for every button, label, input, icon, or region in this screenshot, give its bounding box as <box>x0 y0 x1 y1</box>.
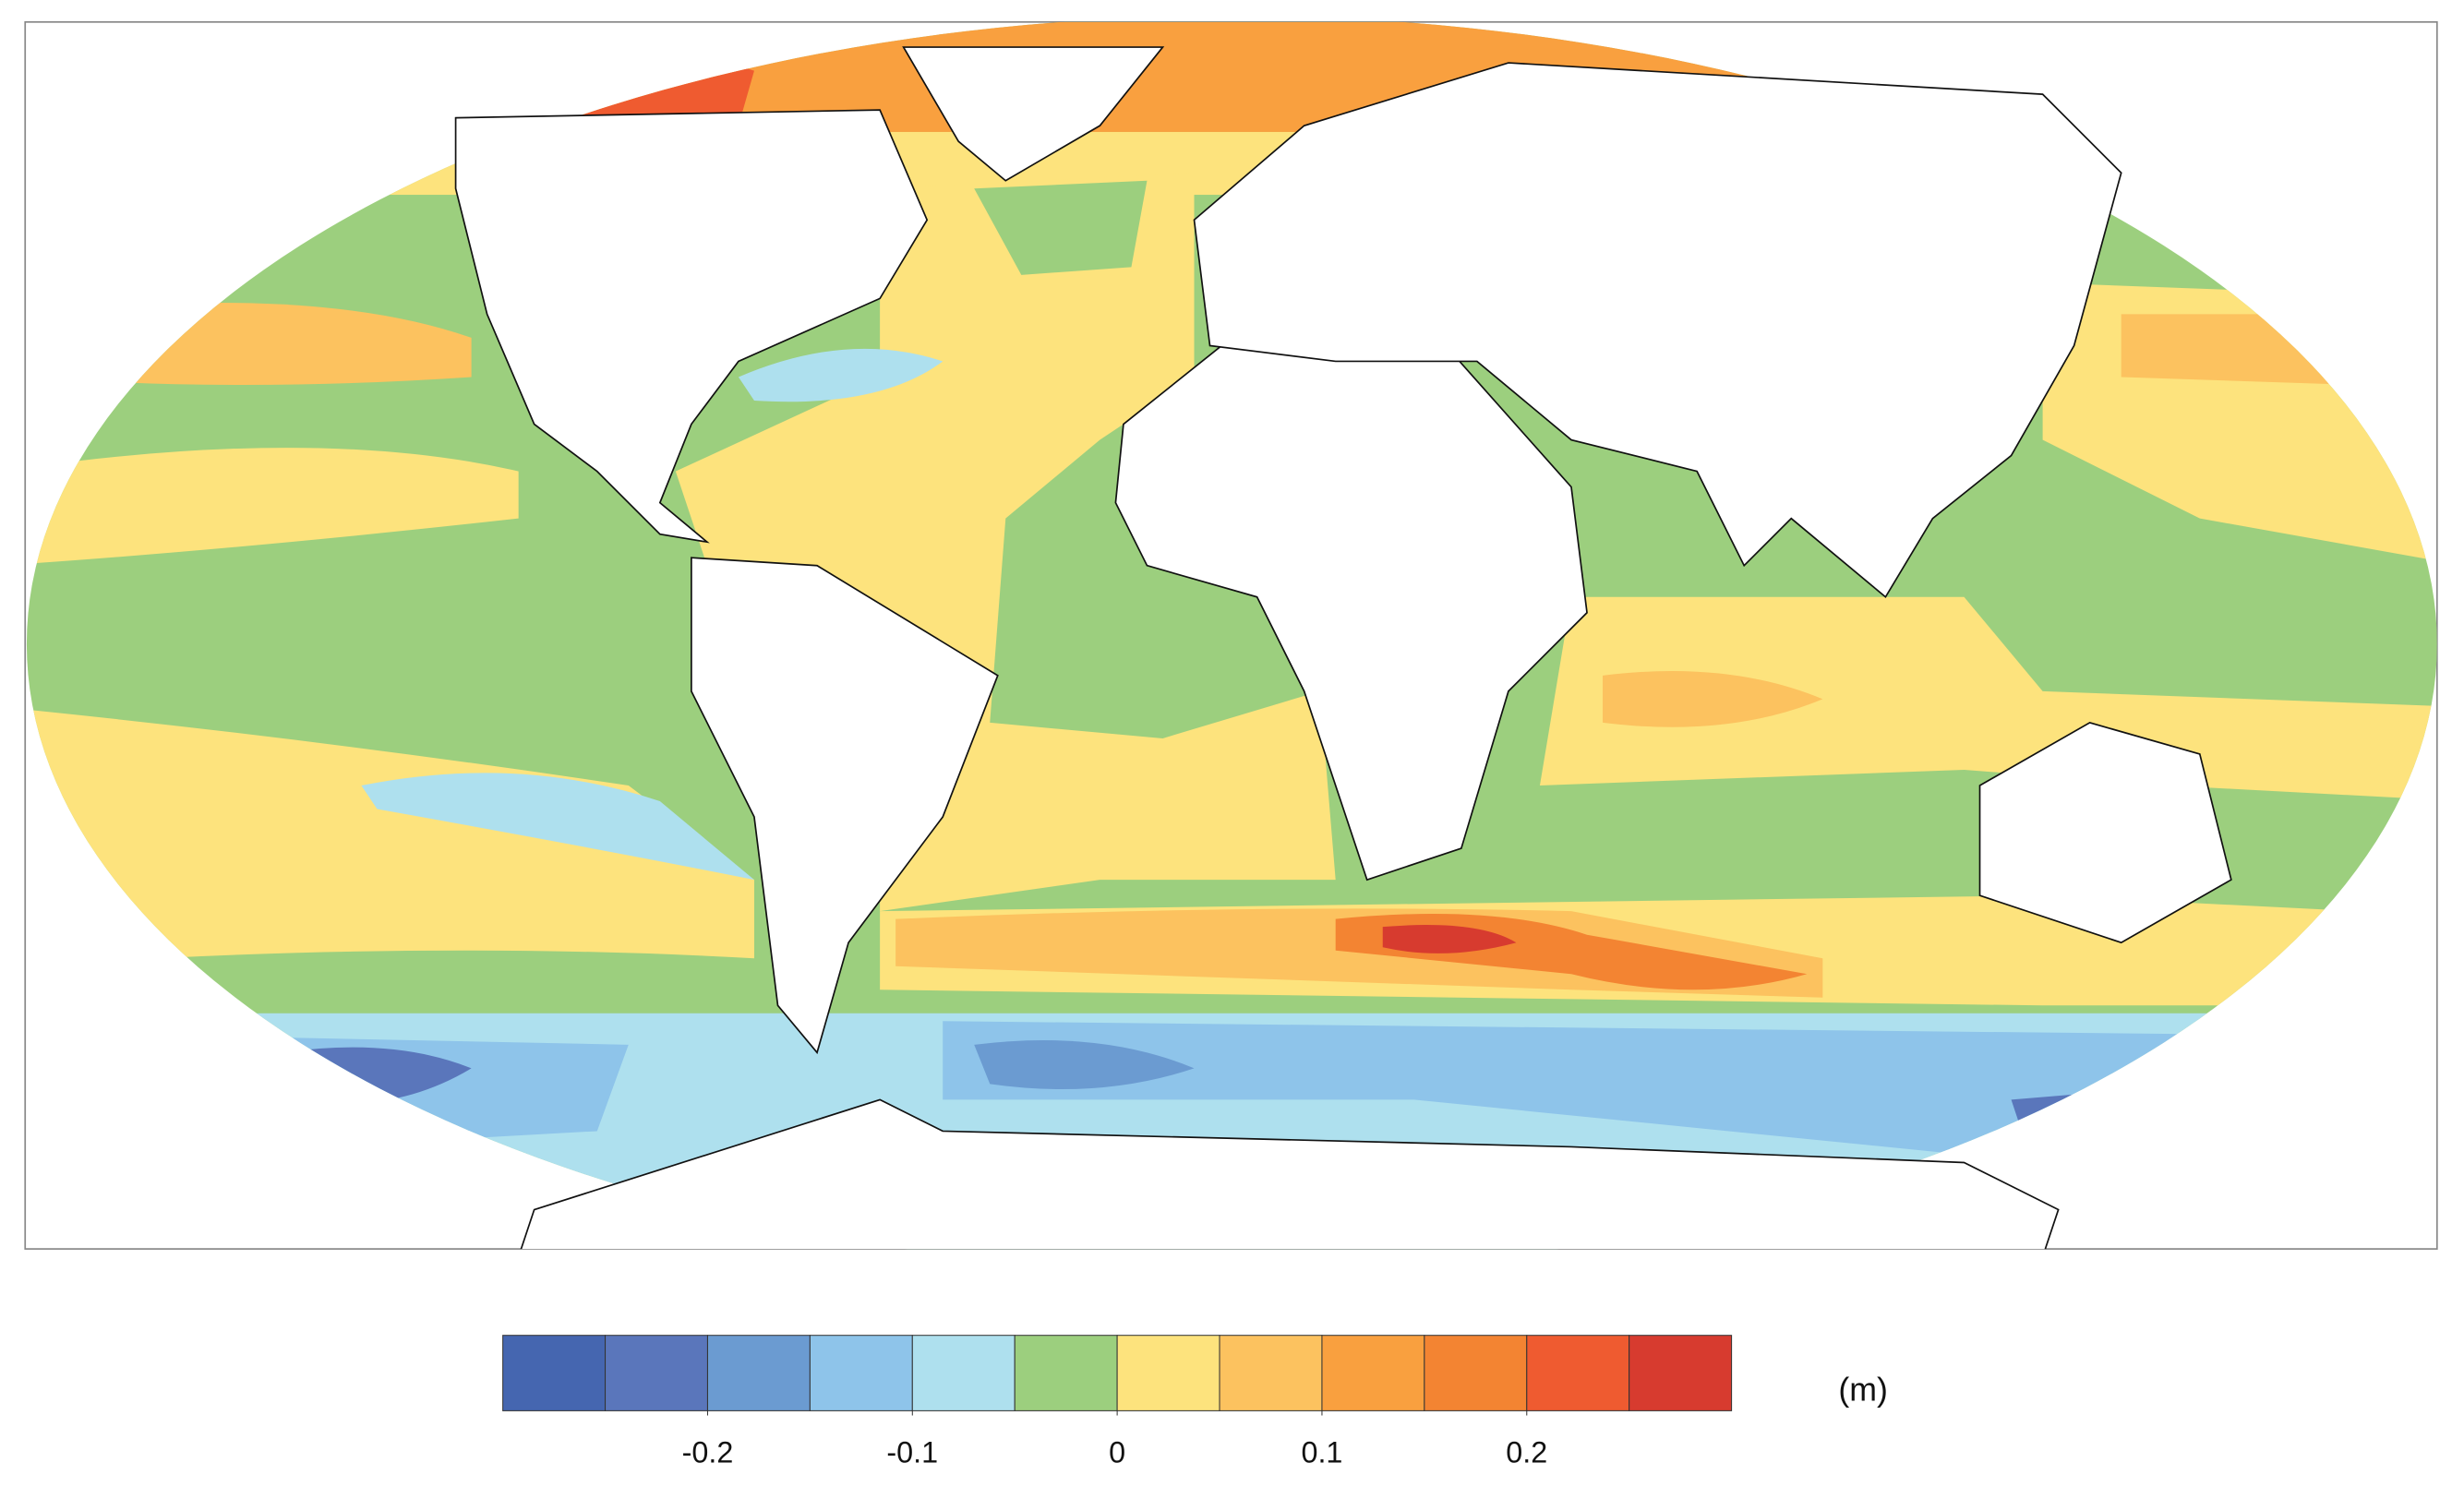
field-zone <box>1539 596 2437 802</box>
field-zone <box>1382 925 1517 953</box>
field-zone <box>26 706 754 959</box>
colorbar-bin <box>502 1335 607 1411</box>
colorbar-bin <box>706 1335 811 1411</box>
field-zone <box>675 173 1336 912</box>
colorbar-tick-label: -0.2 <box>682 1436 734 1469</box>
colorbar-bin <box>1629 1335 1733 1411</box>
colorbar-bin <box>1424 1335 1528 1411</box>
colorbar-tick-label: 0.2 <box>1506 1436 1547 1469</box>
colorbar-bin <box>1321 1335 1425 1411</box>
field-zone <box>974 180 1148 275</box>
continent <box>1193 62 2122 599</box>
colorbar-tick-label: -0.1 <box>886 1436 938 1469</box>
colorbar-bin <box>809 1335 913 1411</box>
continent <box>520 1098 2060 1250</box>
field-zone <box>738 348 944 402</box>
colorbar: -0.2 -0.1 0 0.1 0.2 (m) <box>502 1335 1888 1469</box>
colorbar-bin <box>605 1335 708 1411</box>
continent <box>691 557 999 1055</box>
field-zone <box>26 448 519 566</box>
colorbar-bin <box>1014 1335 1118 1411</box>
colorbar-bin <box>911 1335 1016 1411</box>
field-zone <box>1603 670 1823 727</box>
colorbar-bin <box>1219 1335 1323 1411</box>
continent <box>1978 722 2232 944</box>
land <box>454 46 2232 1250</box>
colorbar-bin <box>1116 1335 1220 1411</box>
colorbar-tick-label: 0 <box>1109 1436 1125 1469</box>
colorbar-unit: (m) <box>1838 1371 1888 1408</box>
colorbar-tick-label: 0.1 <box>1301 1436 1342 1469</box>
map-panel <box>24 20 2438 1250</box>
field-zone <box>361 773 754 881</box>
continent <box>454 109 929 544</box>
colorbar-bin <box>1526 1335 1630 1411</box>
continent <box>902 46 1165 182</box>
field-zone <box>974 1039 1195 1090</box>
